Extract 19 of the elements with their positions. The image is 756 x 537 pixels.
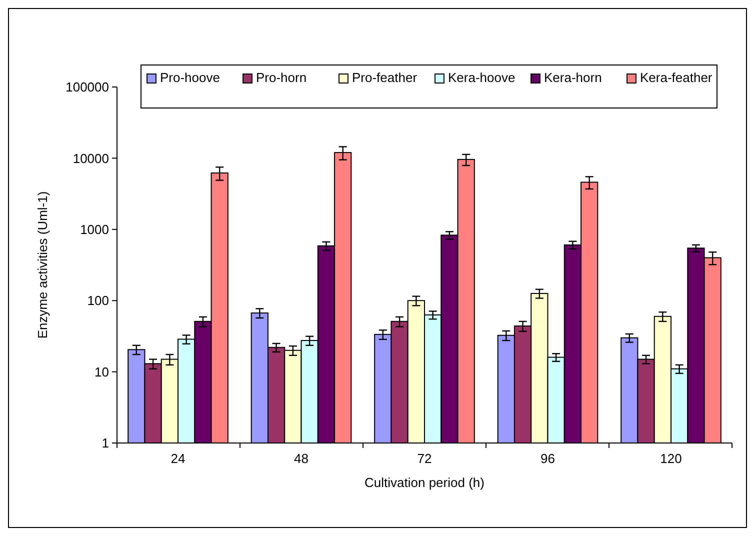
x-tick-label: 48 (294, 451, 308, 466)
x-tick-label: 24 (170, 451, 186, 466)
x-axis-title: Cultivation period (h) (364, 475, 484, 490)
legend-label: Kera-horn (544, 70, 602, 85)
legend-label: Pro-horn (256, 70, 307, 85)
y-tick-label: 10 (94, 364, 109, 380)
y-tick-label: 10000 (72, 150, 109, 166)
y-axis-title: Enzyme activities (Uml-1) (35, 191, 50, 339)
legend-label: Kera-hoove (448, 70, 516, 85)
legend-label: Pro-feather (352, 70, 418, 85)
x-tick-label: 72 (417, 451, 432, 466)
y-tick-label: 1000 (80, 222, 109, 237)
x-tick-label: 120 (660, 451, 682, 466)
y-tick-label: 100000 (66, 80, 109, 95)
y-tick-label: 1 (102, 436, 109, 451)
legend-label: Pro-hoove (160, 70, 220, 85)
y-tick-label: 100 (87, 293, 109, 308)
x-tick-label: 96 (540, 451, 555, 466)
legend-label: Kera-feather (640, 70, 713, 85)
